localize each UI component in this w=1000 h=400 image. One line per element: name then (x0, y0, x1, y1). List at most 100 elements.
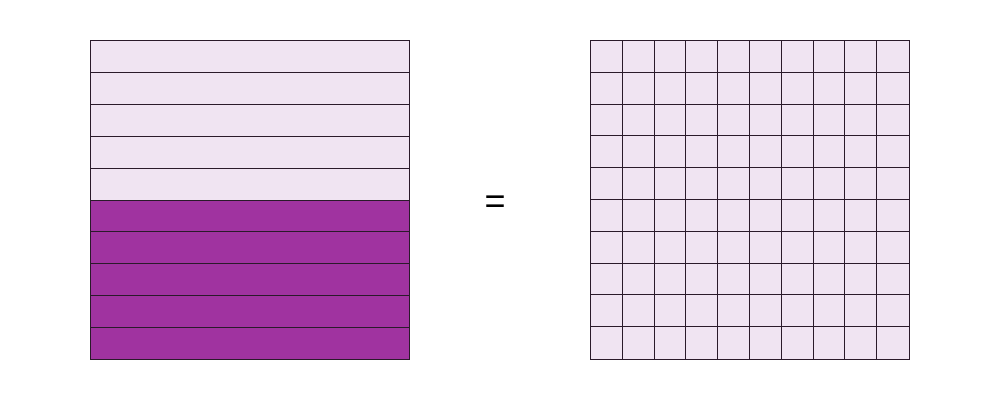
fraction-strip-model (90, 40, 410, 360)
shaded-row (91, 263, 409, 296)
grid-cell (686, 104, 719, 137)
grid-cell (845, 199, 878, 232)
grid-cell (686, 72, 719, 105)
grid-cell (813, 327, 846, 359)
grid-cell (654, 199, 687, 232)
grid-cell (718, 327, 750, 359)
grid-cell (781, 168, 814, 200)
grid-cell (622, 168, 655, 200)
grid-cell (813, 104, 846, 137)
grid-cell (654, 136, 687, 169)
grid-cell (686, 263, 719, 296)
grid-cell (622, 72, 655, 105)
equals-sign: = (484, 180, 506, 221)
shaded-row (91, 231, 409, 264)
grid-cell (622, 295, 655, 328)
grid-cell (749, 136, 782, 169)
grid-cell (813, 41, 846, 73)
grid-cell (749, 104, 782, 137)
grid-cell (813, 295, 846, 328)
grid-cell (591, 104, 623, 137)
grid-cell (654, 295, 687, 328)
grid-cell (591, 136, 623, 169)
grid-cell (718, 72, 750, 105)
grid-cell (686, 136, 719, 169)
grid-cell (749, 327, 782, 359)
grid-cell (654, 72, 687, 105)
grid-cell (622, 327, 655, 359)
shaded-row (91, 295, 409, 328)
grid-cell (813, 136, 846, 169)
unshaded-row (91, 167, 409, 200)
grid-cell (781, 263, 814, 296)
grid-cell (781, 72, 814, 105)
grid-cell (845, 327, 878, 359)
grid-cell (845, 263, 878, 296)
grid-cell (686, 327, 719, 359)
grid-cell (622, 263, 655, 296)
grid-cell (845, 295, 878, 328)
grid-cell (622, 199, 655, 232)
shaded-row (91, 327, 409, 360)
grid-cell (877, 231, 909, 264)
grid-cell (718, 104, 750, 137)
grid-cell (877, 327, 909, 359)
grid-cell (845, 231, 878, 264)
grid-cell (591, 327, 623, 359)
grid-cell (781, 199, 814, 232)
grid-cell (781, 295, 814, 328)
grid-cell (622, 231, 655, 264)
grid-cell (622, 136, 655, 169)
grid-cell (877, 263, 909, 296)
grid-cell (813, 231, 846, 264)
grid-cell (877, 72, 909, 105)
grid-cell (781, 231, 814, 264)
grid-cell (654, 41, 687, 73)
grid-cell (845, 104, 878, 137)
grid-cell (686, 295, 719, 328)
grid-cell (749, 199, 782, 232)
grid-cell (749, 168, 782, 200)
unshaded-row (91, 103, 409, 136)
grid-cell (622, 41, 655, 73)
grid-cell (591, 41, 623, 73)
grid-cell (622, 104, 655, 137)
grid-cell (749, 263, 782, 296)
grid-cell (813, 199, 846, 232)
grid-cell (654, 104, 687, 137)
grid-cell (845, 41, 878, 73)
grid-cell (813, 263, 846, 296)
grid-cell (591, 263, 623, 296)
grid-cell (654, 327, 687, 359)
grid-cell (781, 136, 814, 169)
grid-cell (718, 199, 750, 232)
grid-cell (686, 168, 719, 200)
grid-cell (877, 199, 909, 232)
grid-cell (845, 72, 878, 105)
unshaded-row (91, 71, 409, 104)
grid-cell (718, 295, 750, 328)
unshaded-row (91, 135, 409, 168)
grid-cell (813, 72, 846, 105)
grid-cell (591, 295, 623, 328)
grid-cell (845, 168, 878, 200)
grid-cell (591, 199, 623, 232)
grid-cell (877, 295, 909, 328)
grid-cell (591, 168, 623, 200)
grid-cell (654, 231, 687, 264)
grid-cell (877, 41, 909, 73)
grid-cell (749, 41, 782, 73)
grid-cell (877, 104, 909, 137)
grid-cell (781, 41, 814, 73)
grid-cell (877, 168, 909, 200)
grid-cell (718, 263, 750, 296)
grid-cell (749, 295, 782, 328)
grid-cell (591, 72, 623, 105)
grid-cell (718, 168, 750, 200)
grid-cell (781, 327, 814, 359)
grid-cell (654, 168, 687, 200)
grid-cell (654, 263, 687, 296)
grid-cell (686, 41, 719, 73)
shaded-row (91, 199, 409, 232)
grid-cell (813, 168, 846, 200)
